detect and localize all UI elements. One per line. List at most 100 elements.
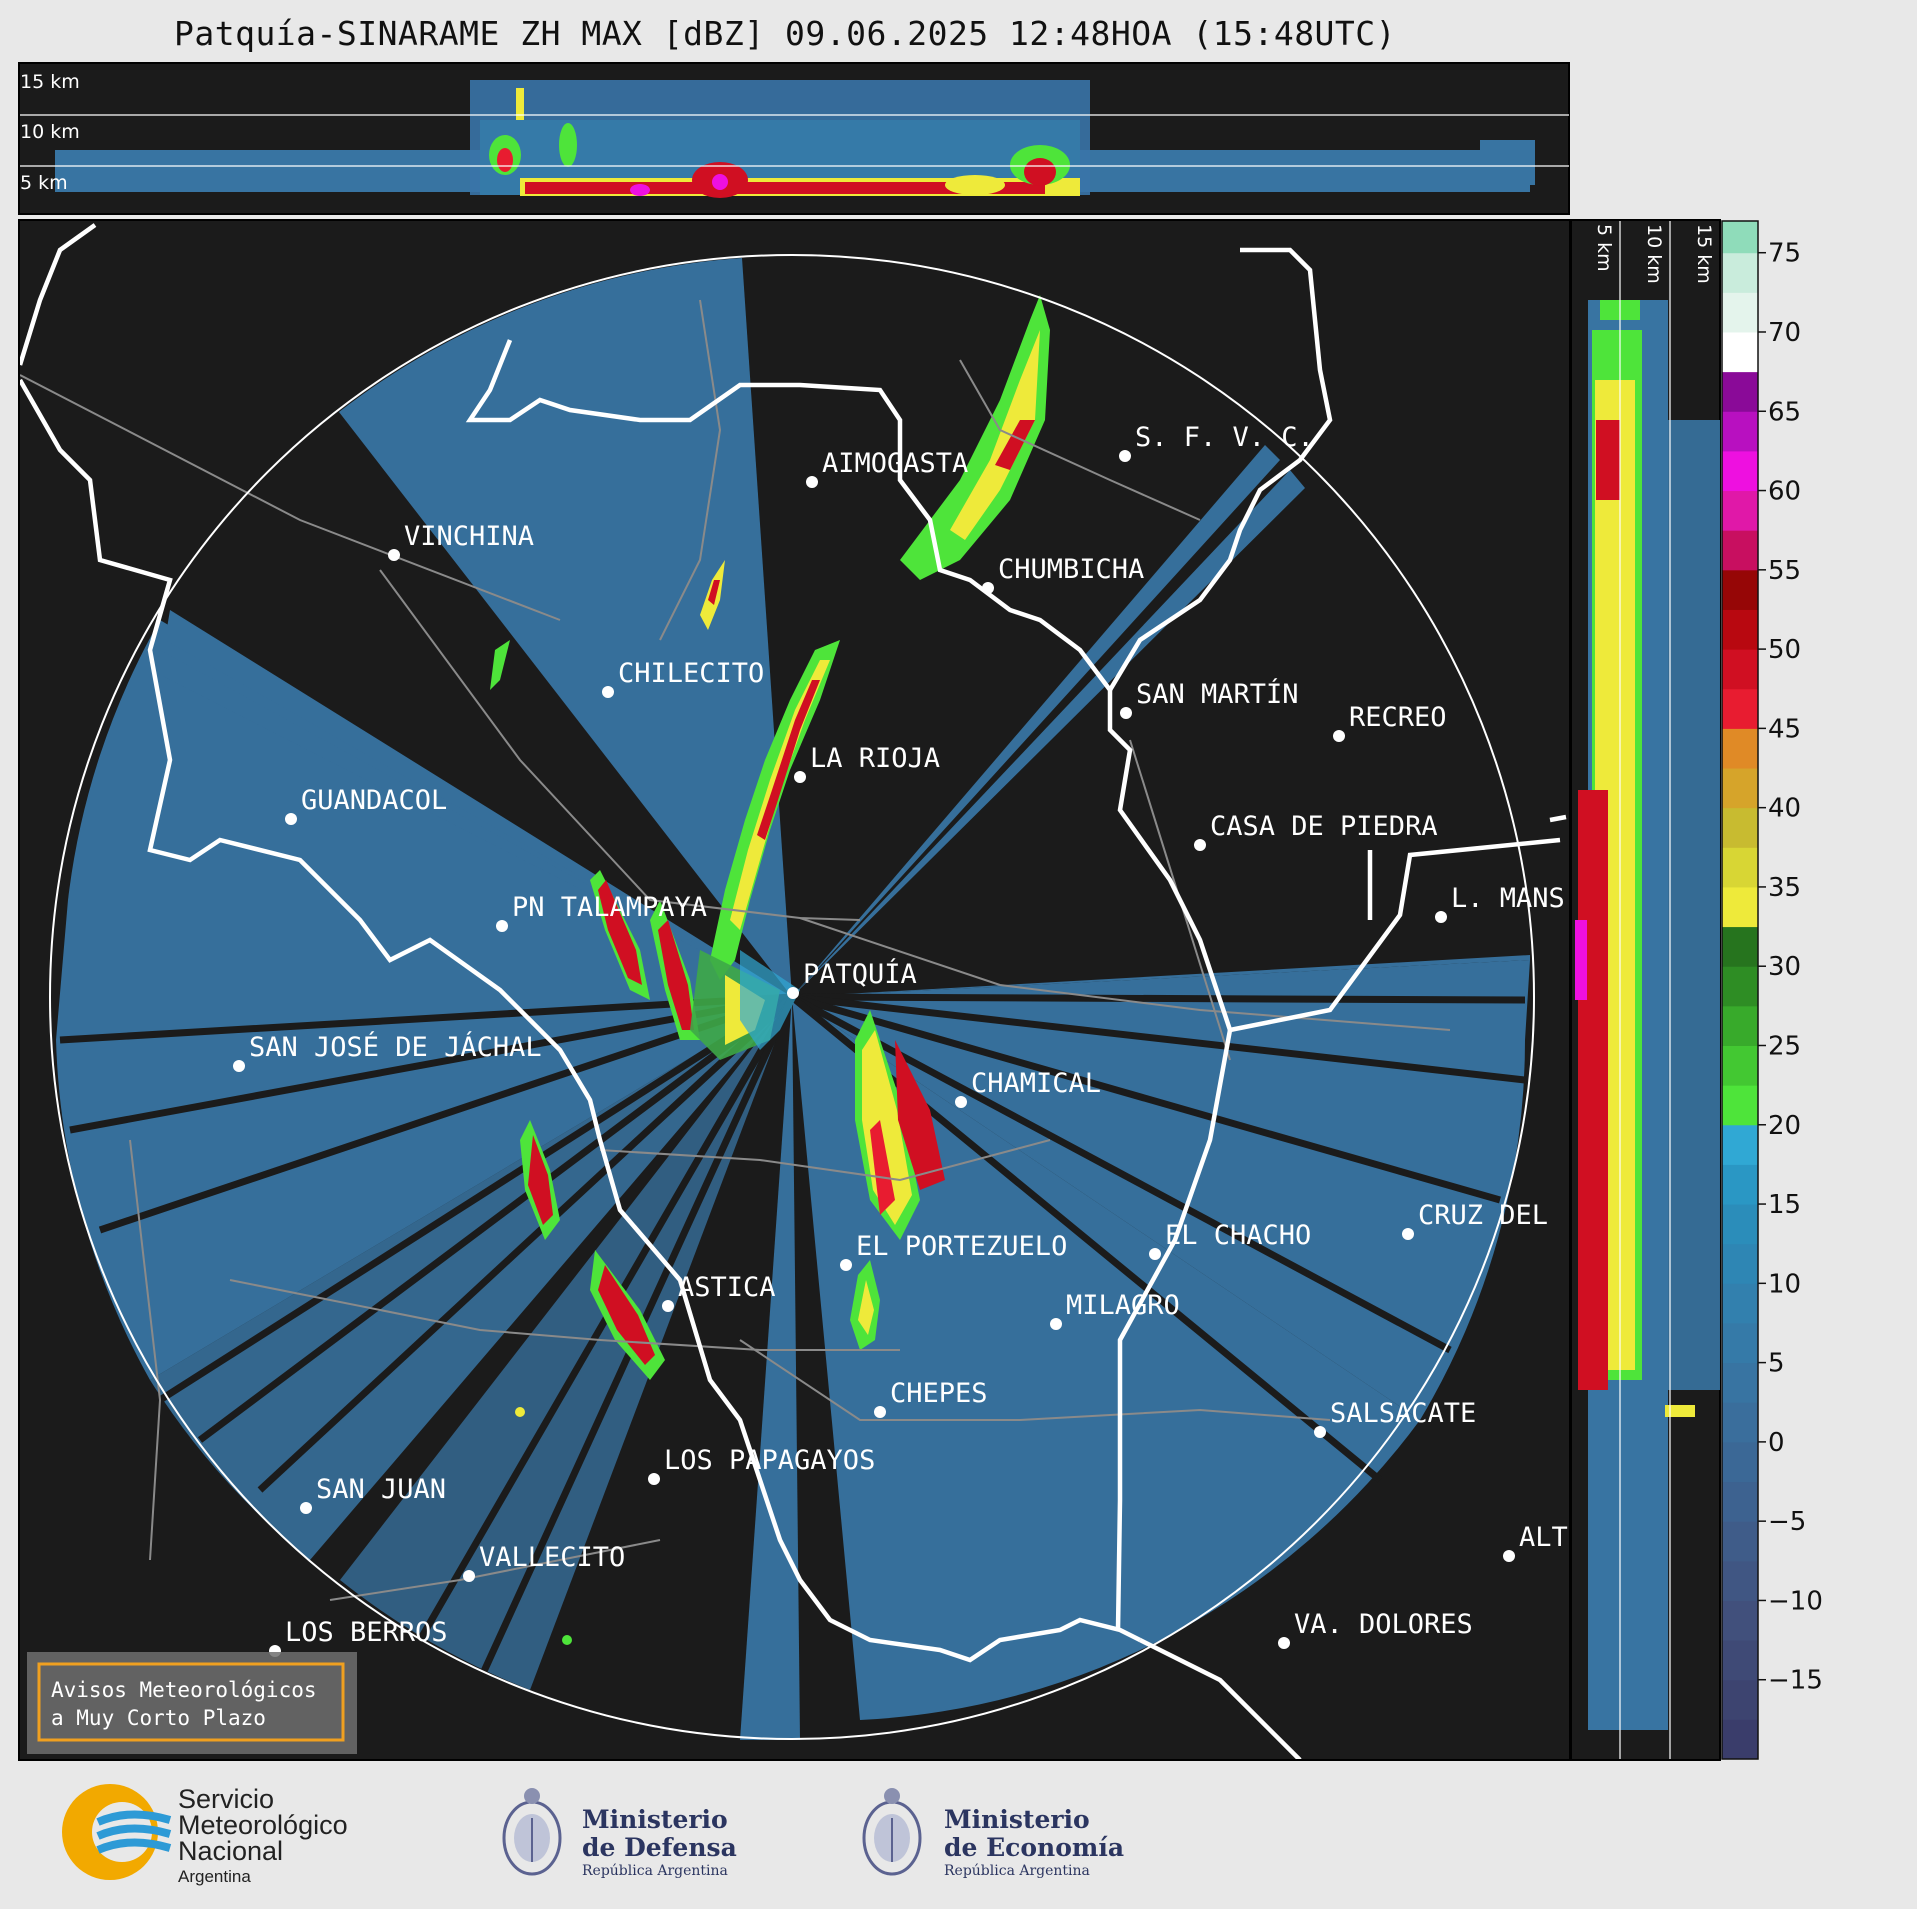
colorbar-segment — [1722, 1204, 1758, 1245]
colorbar-segment — [1722, 1600, 1758, 1641]
city-san-mart-n: SAN MARTÍN — [1120, 678, 1299, 719]
colorbar-segment — [1722, 292, 1758, 333]
city-l-mans: L. MANS — [1435, 883, 1565, 923]
city-labels-layer: AIMOGASTA S. F. V. C. VINCHINA CHUMBICHA CHI… — [233, 422, 1568, 1657]
notice-box: Avisos Meteorológicos a Muy Corto Plazo — [27, 1652, 357, 1754]
colorbar-tick-label: 25 — [1768, 1031, 1801, 1061]
city-s-f-v-c: S. F. V. C. — [1119, 422, 1314, 462]
city-marker — [874, 1406, 886, 1418]
ministerio-economia-logo: Ministerio de Economía República Argenti… — [862, 1788, 1124, 1879]
city-patqu-a: PATQUÍA — [787, 958, 917, 999]
city-marker — [1194, 839, 1206, 851]
city-astica: ASTICA — [662, 1272, 776, 1312]
economia-logo-line-1: Ministerio — [944, 1805, 1090, 1834]
colorbar-tick-label: 15 — [1768, 1190, 1801, 1220]
city-label: ALT — [1519, 1522, 1568, 1553]
city-chumbicha: CHUMBICHA — [982, 554, 1144, 594]
city-marker — [496, 920, 508, 932]
city-san-jos-de-j-chal: SAN JOSÉ DE JÁCHAL — [233, 1031, 542, 1072]
city-chilecito: CHILECITO — [602, 658, 764, 698]
city-marker — [1119, 450, 1131, 462]
city-el-portezuelo: EL PORTEZUELO — [840, 1231, 1067, 1271]
city-marker — [1278, 1637, 1290, 1649]
colorbar-tick-label: 55 — [1768, 556, 1801, 586]
economia-logo-line-3: República Argentina — [944, 1863, 1090, 1879]
city-label: CRUZ DEL — [1418, 1200, 1548, 1231]
colorbar-tick-label: 50 — [1768, 635, 1801, 665]
city-label: SAN JUAN — [316, 1474, 446, 1505]
city-marker — [1149, 1248, 1161, 1260]
colorbar-tick-label: 60 — [1768, 477, 1801, 507]
colorbar-segment — [1722, 847, 1758, 888]
colorbar-segment — [1722, 1322, 1758, 1364]
city-vallecito: VALLECITO — [463, 1542, 625, 1582]
city-marker — [1120, 707, 1132, 719]
colorbar-tick-label: 30 — [1768, 952, 1801, 982]
colorbar-tick-label: −5 — [1768, 1507, 1806, 1537]
city-label: LOS BERROS — [285, 1617, 448, 1648]
city-label: LOS PAPAGAYOS — [664, 1445, 875, 1476]
city-label: VINCHINA — [404, 521, 534, 552]
city-label: SALSACATE — [1330, 1398, 1476, 1429]
colorbar-segment — [1722, 768, 1758, 809]
city-san-juan: SAN JUAN — [300, 1474, 446, 1514]
side-altitude-label-5km: 5 km — [1593, 224, 1615, 272]
colorbar-segment — [1722, 1085, 1758, 1126]
city-label: SAN MARTÍN — [1136, 678, 1299, 710]
city-marker — [1503, 1550, 1515, 1562]
map-title: Patquía-SINARAME ZH MAX [dBZ] 09.06.2025… — [173, 14, 1397, 53]
colorbar-tick-label: 75 — [1768, 239, 1801, 269]
city-label: CHEPES — [890, 1378, 988, 1409]
colorbar-segment — [1722, 1283, 1758, 1324]
colorbar-segment — [1722, 688, 1758, 729]
smn-logo: Servicio Meteorológico Nacional Argentin… — [62, 1784, 348, 1886]
colorbar-segment — [1722, 411, 1758, 452]
city-label: CHILECITO — [618, 658, 764, 689]
province-boundaries — [20, 223, 1567, 1759]
city-chepes: CHEPES — [874, 1378, 988, 1418]
city-label: CASA DE PIEDRA — [1210, 811, 1438, 842]
colorbar-tick-label: 5 — [1768, 1349, 1785, 1379]
colorbar-segment — [1722, 530, 1758, 571]
city-pn-talampaya: PN TALAMPAYA — [496, 892, 707, 932]
city-label: EL CHACHO — [1165, 1220, 1311, 1251]
city-label: GUANDACOL — [301, 785, 447, 816]
colorbar-segment — [1722, 1164, 1758, 1205]
colorbar-segment — [1722, 331, 1758, 373]
economia-logo-line-2: de Economía — [944, 1833, 1124, 1862]
city-label: VALLECITO — [479, 1542, 625, 1573]
top-cross-section-panel: 15 km 10 km 5 km — [18, 62, 1570, 215]
ministerio-defensa-logo: Ministerio de Defensa República Argentin… — [502, 1788, 737, 1879]
city-label: PN TALAMPAYA — [512, 892, 707, 923]
city-label: MILAGRO — [1066, 1290, 1180, 1321]
colorbar-segment — [1722, 966, 1758, 1007]
city-label: S. F. V. C. — [1135, 422, 1314, 453]
city-label: PATQUÍA — [803, 958, 917, 990]
city-vinchina: VINCHINA — [388, 521, 534, 561]
colorbar-segment — [1722, 1362, 1758, 1403]
smn-logo-line-3: Nacional — [178, 1836, 283, 1866]
colorbar-segment — [1722, 1402, 1758, 1443]
city-marker — [955, 1096, 967, 1108]
colorbar-segment — [1722, 807, 1758, 848]
city-marker — [794, 771, 806, 783]
city-el-chacho: EL CHACHO — [1149, 1220, 1311, 1260]
colorbar-segment — [1722, 1005, 1758, 1046]
city-marker — [233, 1060, 245, 1072]
side-cross-section-echoes — [1575, 300, 1720, 1730]
colorbar-segment — [1722, 1521, 1758, 1562]
colorbar-segment — [1722, 1124, 1758, 1165]
city-label: SAN JOSÉ DE JÁCHAL — [249, 1031, 542, 1063]
city-label: CHUMBICHA — [998, 554, 1144, 585]
precipitation-echoes — [490, 295, 1050, 1645]
defensa-logo-line-2: de Defensa — [582, 1833, 737, 1862]
city-label: RECREO — [1349, 702, 1447, 733]
city-la-rioja: LA RIOJA — [794, 743, 940, 783]
colorbar-tick-label: 35 — [1768, 873, 1801, 903]
colorbar-segment — [1722, 1640, 1758, 1681]
colorbar-segment — [1722, 490, 1758, 531]
city-va-dolores: VA. DOLORES — [1278, 1609, 1473, 1649]
coat-of-arms-icon — [502, 1788, 562, 1876]
